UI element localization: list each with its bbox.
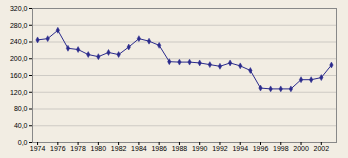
svg-text:1980: 1980	[91, 145, 107, 152]
svg-text:1998: 1998	[273, 145, 289, 152]
svg-text:1986: 1986	[151, 145, 167, 152]
svg-text:1992: 1992	[212, 145, 228, 152]
svg-text:1982: 1982	[111, 145, 127, 152]
svg-text:160,0: 160,0	[10, 72, 28, 79]
svg-text:2000: 2000	[293, 145, 309, 152]
svg-text:1984: 1984	[131, 145, 147, 152]
svg-text:1988: 1988	[172, 145, 188, 152]
svg-text:80,0: 80,0	[14, 105, 28, 112]
svg-text:240,0: 240,0	[10, 38, 28, 45]
svg-text:40,0: 40,0	[14, 122, 28, 129]
svg-text:1974: 1974	[30, 145, 46, 152]
svg-text:200,0: 200,0	[10, 55, 28, 62]
svg-text:120,0: 120,0	[10, 88, 28, 95]
svg-text:1990: 1990	[192, 145, 208, 152]
svg-text:1976: 1976	[50, 145, 66, 152]
svg-text:0,0: 0,0	[18, 139, 28, 146]
svg-text:1996: 1996	[253, 145, 269, 152]
svg-text:1994: 1994	[232, 145, 248, 152]
svg-text:2002: 2002	[314, 145, 330, 152]
svg-text:1978: 1978	[70, 145, 86, 152]
svg-text:280,0: 280,0	[10, 21, 28, 28]
svg-text:320,0: 320,0	[10, 5, 28, 12]
